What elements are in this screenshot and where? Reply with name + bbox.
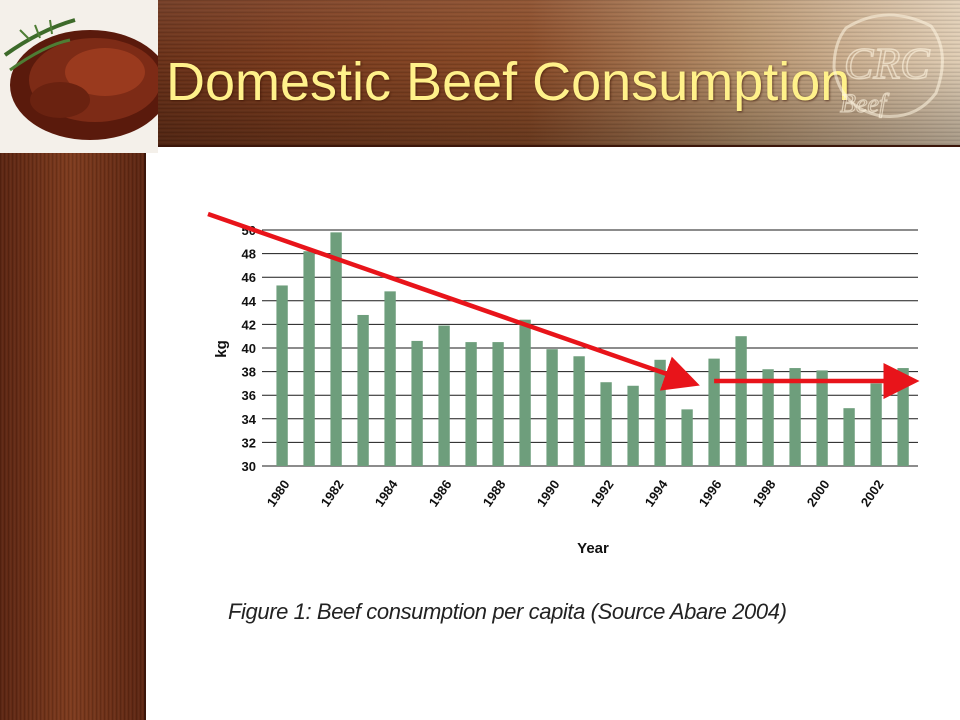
x-tick-label: 1988: [480, 477, 509, 509]
y-tick-label: 48: [242, 247, 256, 262]
bar: [519, 319, 531, 466]
y-tick-label: 38: [242, 365, 256, 380]
crc-beef-logo: CRC Beef: [832, 13, 944, 119]
svg-text:CRC: CRC: [844, 39, 930, 88]
bar: [708, 358, 720, 466]
bar: [438, 325, 450, 466]
bar: [843, 408, 855, 466]
bar: [411, 340, 423, 466]
bar: [357, 314, 369, 466]
y-tick-label: 40: [242, 341, 256, 356]
x-tick-label: 2000: [804, 477, 833, 509]
x-tick-label: 2002: [858, 477, 887, 509]
y-tick-label: 44: [242, 294, 257, 309]
x-tick-label: 1982: [318, 477, 347, 509]
x-tick-label: 1990: [534, 477, 563, 509]
bar: [546, 349, 558, 466]
y-tick-label: 34: [242, 412, 257, 427]
trend-arrow: [207, 211, 700, 391]
bar: [762, 369, 774, 466]
x-tick-label: 1998: [750, 477, 779, 509]
bar: [384, 291, 396, 466]
bar: [465, 342, 477, 466]
x-tick-label: 1980: [264, 477, 293, 509]
y-axis-label: kg: [213, 340, 230, 358]
bar: [681, 409, 693, 466]
figure-caption: Figure 1: Beef consumption per capita (S…: [228, 599, 787, 624]
bar: [303, 251, 315, 466]
bar: [870, 383, 882, 466]
x-tick-label: 1996: [696, 477, 725, 509]
x-tick-label: 1986: [426, 477, 455, 509]
bar: [276, 285, 288, 466]
meat-photo: [0, 0, 158, 153]
y-tick-label: 36: [242, 388, 256, 403]
x-axis-label: Year: [577, 540, 609, 557]
beef-consumption-chart: 3032343638404244464850 19801982198419861…: [207, 211, 920, 557]
bar: [573, 356, 585, 466]
svg-text:Beef: Beef: [840, 89, 890, 118]
bar: [627, 385, 639, 466]
bar: [330, 232, 342, 466]
bar: [735, 336, 747, 466]
bar: [492, 342, 504, 466]
y-tick-label: 42: [242, 317, 256, 332]
slide-title: Domestic Beef Consumption: [166, 52, 851, 112]
y-tick-label: 32: [242, 435, 256, 450]
bar: [600, 382, 612, 466]
bar: [789, 368, 801, 466]
bar: [897, 368, 909, 466]
y-tick-label: 30: [242, 459, 256, 474]
sidebar-decoration: [0, 153, 146, 720]
x-tick-label: 1984: [372, 476, 401, 509]
bar: [654, 359, 666, 466]
x-tick-label: 1994: [642, 476, 671, 509]
steak-image: [0, 0, 158, 153]
header-banner: [0, 0, 960, 147]
bar: [816, 370, 828, 466]
x-tick-label: 1992: [588, 477, 617, 509]
y-tick-label: 46: [242, 270, 256, 285]
